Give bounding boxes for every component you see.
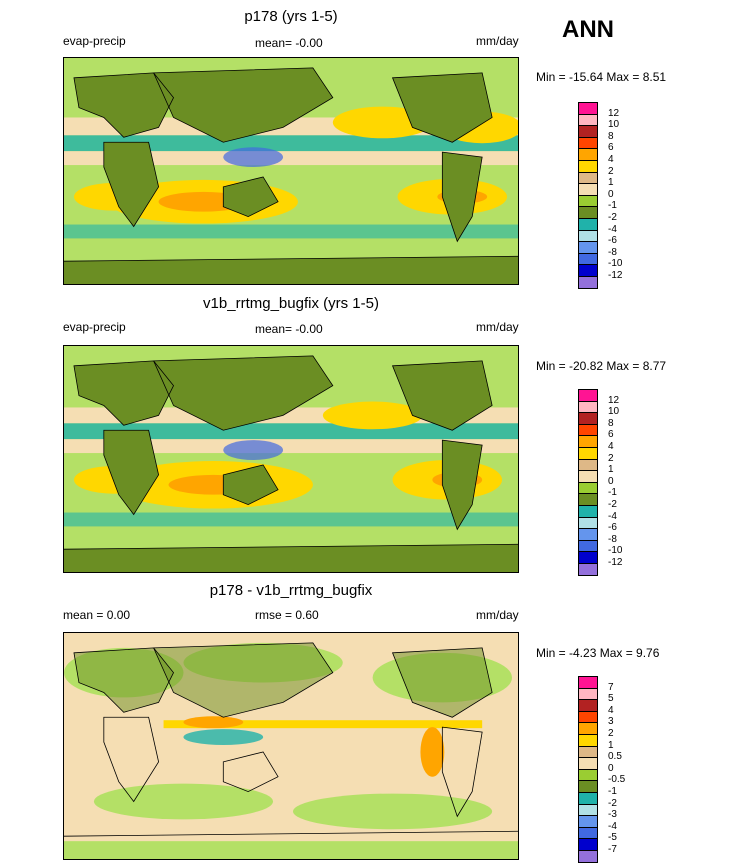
colorbar-label: 12 xyxy=(608,394,620,406)
colorbar-label: 0 xyxy=(608,762,614,774)
colorbar-label: -4 xyxy=(608,510,617,522)
units-label: mm/day xyxy=(476,320,519,334)
colorbar-label: 1 xyxy=(608,177,614,189)
colorbar-label: 2 xyxy=(608,728,614,739)
colorbar-label: 6 xyxy=(608,142,614,154)
colorbar-label: -6 xyxy=(608,522,617,534)
colorbar-label: 5 xyxy=(608,693,614,705)
panel-title: v1b_rrtmg_bugfix (yrs 1-5) xyxy=(203,295,379,312)
min-max-label: Min = -15.64 Max = 8.51 xyxy=(536,70,667,84)
colorbar-label: -2 xyxy=(608,797,617,809)
min-max-label: Min = -20.82 Max = 8.77 xyxy=(536,359,667,373)
colorbar-label: -1 xyxy=(608,786,617,797)
colorbar-label: -2 xyxy=(608,212,617,223)
colorbar-label: 4 xyxy=(608,154,614,165)
colorbar-label: -4 xyxy=(608,223,617,235)
colorbar-label: 1 xyxy=(608,464,614,476)
colorbar-label: -8 xyxy=(608,246,617,258)
colorbar-label: 12 xyxy=(608,107,620,119)
mean-label: mean = 0.00 xyxy=(63,608,131,622)
colorbar-label: -12 xyxy=(608,557,623,568)
colorbar-label: -0.5 xyxy=(608,774,626,786)
colorbar-label: 0.5 xyxy=(608,751,622,763)
colorbar-label: -1 xyxy=(608,487,617,499)
colorbar-label: 8 xyxy=(608,417,614,429)
world-map xyxy=(63,345,519,573)
mean-label: mean= -0.00 xyxy=(255,322,323,336)
panel-title: p178 (yrs 1-5) xyxy=(244,8,338,25)
colorbar-label: -1 xyxy=(608,200,617,212)
colorbar-label: -10 xyxy=(608,545,623,557)
colorbar-label: 10 xyxy=(608,406,620,418)
variable-label: evap-precip xyxy=(63,34,126,48)
panel-title: p178 - v1b_rrtmg_bugfix xyxy=(209,582,373,599)
colorbar-label: 3 xyxy=(608,716,614,728)
rmse-label: rmse = 0.60 xyxy=(255,608,319,622)
colorbar-label: -4 xyxy=(608,820,617,832)
min-max-label: Min = -4.23 Max = 9.76 xyxy=(536,646,660,660)
colorbar-label: 7 xyxy=(608,681,614,693)
colorbar-label: -6 xyxy=(608,235,617,247)
world-map xyxy=(63,57,519,285)
mean-label: mean= -0.00 xyxy=(255,36,323,50)
colorbar-label: 4 xyxy=(608,704,614,716)
units-label: mm/day xyxy=(476,34,519,48)
colorbar-label: -12 xyxy=(608,270,623,281)
colorbar-label: -10 xyxy=(608,258,623,270)
colorbar-swatch xyxy=(578,276,598,289)
colorbar-label: 10 xyxy=(608,119,620,131)
colorbar-label: 0 xyxy=(608,475,614,487)
colorbar-label: -2 xyxy=(608,499,617,510)
colorbar-label: 8 xyxy=(608,130,614,142)
colorbar-label: 6 xyxy=(608,429,614,441)
units-label: mm/day xyxy=(476,608,519,622)
colorbar-label: 2 xyxy=(608,165,614,177)
colorbar-swatch xyxy=(578,850,598,863)
colorbar-label: 4 xyxy=(608,441,614,452)
colorbar-swatch xyxy=(578,563,598,576)
variable-label: evap-precip xyxy=(63,320,126,334)
colorbar-label: -5 xyxy=(608,832,617,844)
colorbar-label: 0 xyxy=(608,188,614,200)
colorbar-label: -3 xyxy=(608,809,617,821)
colorbar-label: -8 xyxy=(608,533,617,545)
colorbar-label: -7 xyxy=(608,844,617,855)
colorbar-label: 1 xyxy=(608,739,614,751)
world-map xyxy=(63,632,519,860)
colorbar-label: 2 xyxy=(608,452,614,464)
season-label: ANN xyxy=(562,16,614,43)
